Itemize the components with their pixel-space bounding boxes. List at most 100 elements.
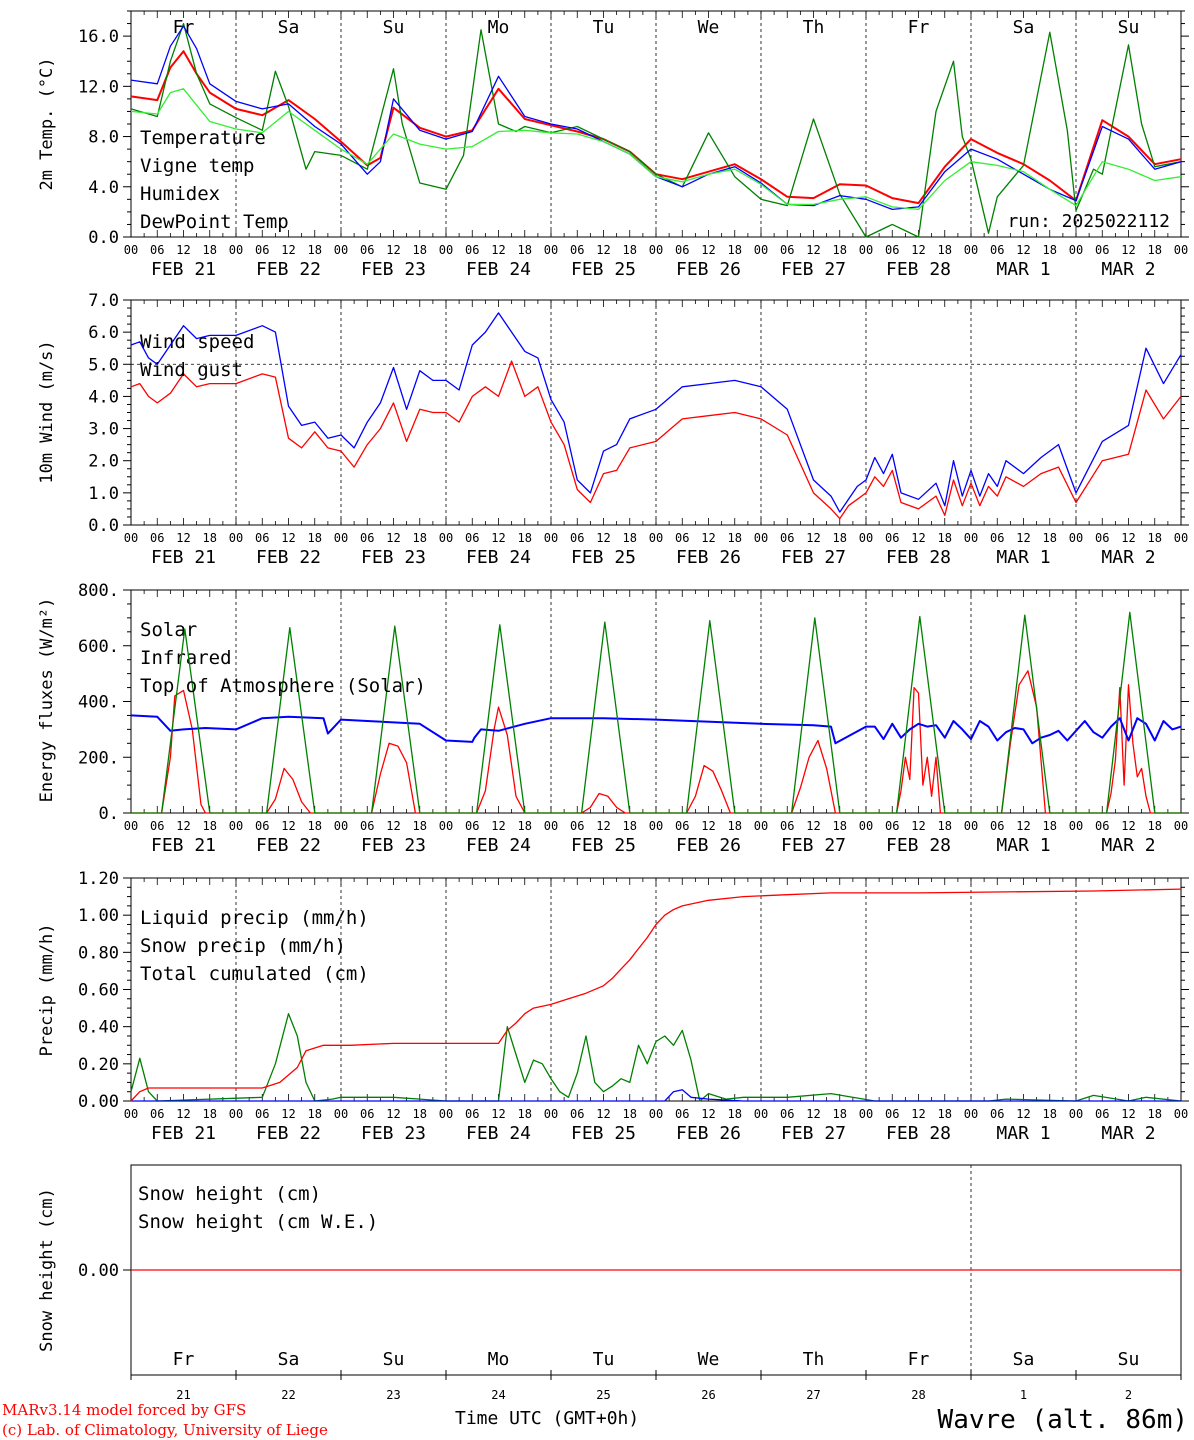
hour-tick-label: 12 (1016, 819, 1030, 833)
hour-tick-label: 00 (1069, 531, 1083, 545)
date-label: MAR 1 (996, 547, 1050, 568)
weekday-label: Tu (593, 17, 615, 38)
weekday-label: Tu (593, 1349, 615, 1370)
weekday-label: Fr (908, 17, 930, 38)
date-label: FEB 27 (781, 835, 846, 856)
weekday-label: We (698, 1349, 720, 1370)
run-label: run: 2025022112 (1007, 211, 1170, 232)
date-label: FEB 25 (571, 835, 636, 856)
hour-tick-label: 18 (413, 531, 427, 545)
legend-entry: Temperature (140, 127, 266, 149)
hour-tick-label: 06 (150, 1107, 164, 1121)
series-line-1 (130, 1013, 1182, 1102)
y-tick-label: 7.0 (88, 291, 119, 311)
hour-tick-label: 06 (1095, 531, 1109, 545)
hour-tick-label: 00 (439, 1107, 453, 1121)
date-label: FEB 26 (676, 835, 741, 856)
date-label: FEB 23 (361, 835, 426, 856)
date-label: FEB 28 (886, 547, 951, 568)
hour-tick-label: 18 (623, 1107, 637, 1121)
hour-tick-label: 06 (150, 243, 164, 257)
hour-tick-label: 06 (465, 1107, 479, 1121)
time-axis-label: Time UTC (GMT+0h) (455, 1408, 639, 1429)
date-label: FEB 24 (466, 1123, 531, 1144)
legend-entry: Liquid precip (mm/h) (140, 907, 369, 929)
model-credit: MARv3.14 model forced by GFS (2, 1401, 246, 1419)
day-number-label: 22 (281, 1388, 295, 1402)
weekday-label: Sa (1013, 1349, 1035, 1370)
y-tick-label: 12.0 (78, 77, 119, 97)
hour-tick-label: 06 (465, 819, 479, 833)
date-label: FEB 21 (151, 547, 216, 568)
y-tick-label: 0.0 (88, 516, 119, 536)
hour-tick-label: 06 (990, 243, 1004, 257)
hour-tick-label: 18 (833, 243, 847, 257)
hour-tick-label: 12 (806, 243, 820, 257)
hour-tick-label: 12 (1121, 531, 1135, 545)
hour-tick-label: 06 (360, 531, 374, 545)
date-label: FEB 24 (466, 835, 531, 856)
y-tick-label: 0. (99, 804, 119, 824)
hour-tick-label: 12 (596, 819, 610, 833)
y-tick-label: 4.0 (88, 387, 119, 407)
hour-tick-label: 00 (124, 531, 138, 545)
day-number-label: 21 (176, 1388, 190, 1402)
hour-tick-label: 06 (570, 531, 584, 545)
series-line-4 (130, 88, 1182, 211)
hour-tick-label: 18 (1148, 819, 1162, 833)
hour-tick-label: 18 (203, 1107, 217, 1121)
hour-tick-label: 12 (281, 1107, 295, 1121)
hour-tick-label: 00 (334, 819, 348, 833)
hour-tick-label: 18 (728, 1107, 742, 1121)
hour-tick-label: 12 (491, 819, 505, 833)
date-label: MAR 2 (1101, 259, 1155, 280)
hour-tick-label: 00 (544, 819, 558, 833)
y-axis-label: 10m Wind (m/s) (37, 340, 57, 483)
y-tick-label: 0.00 (78, 1261, 119, 1281)
series-line-3 (130, 888, 1182, 1102)
hour-tick-label: 12 (1121, 243, 1135, 257)
weekday-label: Fr (908, 1349, 930, 1370)
hour-tick-label: 00 (439, 531, 453, 545)
y-tick-label: 16.0 (78, 27, 119, 47)
hour-tick-label: 18 (938, 819, 952, 833)
date-label: MAR 2 (1101, 547, 1155, 568)
hour-tick-label: 00 (439, 819, 453, 833)
panel-4: 00 06 12 18 00 06 12 18 00 06 12 18 00 06 12 18 00 06 12 18… (37, 869, 1189, 1144)
hour-tick-label: 18 (938, 531, 952, 545)
hour-tick-label: 00 (859, 243, 873, 257)
hour-tick-label: 12 (701, 243, 715, 257)
hour-tick-label: 18 (1043, 531, 1057, 545)
hour-tick-label: 06 (675, 243, 689, 257)
hour-tick-label: 06 (570, 819, 584, 833)
hour-tick-label: 00 (544, 531, 558, 545)
hour-tick-label: 12 (491, 531, 505, 545)
date-label: FEB 24 (466, 259, 531, 280)
hour-tick-label: 00 (124, 243, 138, 257)
y-tick-label: 1.00 (78, 906, 119, 926)
legend-entry: Snow height (cm) (138, 1183, 321, 1205)
hour-tick-label: 00 (1174, 243, 1188, 257)
hour-tick-label: 00 (754, 1107, 768, 1121)
date-label: FEB 22 (256, 547, 321, 568)
hour-tick-label: 18 (518, 531, 532, 545)
hour-tick-label: 00 (544, 1107, 558, 1121)
hour-tick-label: 06 (675, 819, 689, 833)
hour-tick-label: 06 (465, 531, 479, 545)
y-tick-label: 5.0 (88, 355, 119, 375)
date-label: MAR 1 (996, 835, 1050, 856)
hour-tick-label: 06 (1095, 1107, 1109, 1121)
legend-entry: Total cumulated (cm) (140, 963, 369, 985)
hour-tick-label: 06 (990, 531, 1004, 545)
hour-tick-label: 12 (176, 819, 190, 833)
y-tick-label: 1.0 (88, 484, 119, 504)
hour-tick-label: 00 (124, 1107, 138, 1121)
hour-tick-label: 06 (255, 1107, 269, 1121)
hour-tick-label: 00 (754, 531, 768, 545)
hour-tick-label: 06 (885, 1107, 899, 1121)
hour-tick-label: 06 (570, 1107, 584, 1121)
legend-entry: Snow precip (mm/h) (140, 935, 346, 957)
hour-tick-label: 06 (780, 531, 794, 545)
y-axis-label: Energy fluxes (W/m²) (37, 598, 57, 803)
y-tick-label: 1.20 (78, 869, 119, 889)
